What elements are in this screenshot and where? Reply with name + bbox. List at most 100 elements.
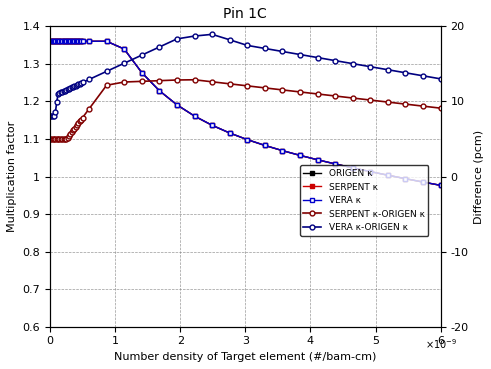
VERA κ-ORIGEN κ: [121, 61, 127, 65]
VERA κ-ORIGEN κ: [297, 52, 303, 57]
ORIGEN κ: [51, 39, 57, 44]
SERPENT κ: [51, 39, 57, 44]
VERA κ: [245, 137, 250, 142]
VERA κ: [50, 39, 55, 44]
ORIGEN κ: [245, 137, 250, 142]
VERA κ: [80, 39, 85, 44]
SERPENT κ: [47, 39, 53, 44]
VERA κ: [60, 39, 66, 44]
VERA κ-ORIGEN κ: [315, 55, 321, 60]
VERA κ-ORIGEN κ: [77, 82, 83, 86]
SERPENT κ-ORIGEN κ: [56, 137, 62, 141]
VERA κ-ORIGEN κ: [65, 87, 71, 92]
ORIGEN κ: [385, 173, 391, 177]
VERA κ: [279, 148, 285, 153]
SERPENT κ: [437, 183, 443, 187]
VERA κ: [385, 173, 391, 177]
SERPENT κ: [56, 39, 62, 44]
VERA κ: [49, 39, 55, 44]
ORIGEN κ: [139, 70, 145, 75]
VERA κ: [227, 131, 233, 135]
VERA κ: [86, 39, 92, 44]
VERA κ: [121, 47, 127, 51]
VERA κ: [157, 89, 163, 93]
SERPENT κ: [279, 148, 285, 153]
ORIGEN κ: [62, 39, 68, 44]
ORIGEN κ: [60, 39, 66, 44]
ORIGEN κ: [67, 39, 73, 44]
VERA κ: [51, 39, 57, 44]
VERA κ-ORIGEN κ: [67, 86, 73, 90]
SERPENT κ-ORIGEN κ: [157, 79, 163, 83]
SERPENT κ: [53, 39, 58, 44]
VERA κ: [62, 39, 68, 44]
ORIGEN κ: [73, 39, 79, 44]
SERPENT κ-ORIGEN κ: [437, 106, 443, 110]
ORIGEN κ: [49, 39, 55, 44]
VERA κ: [262, 143, 268, 148]
SERPENT κ-ORIGEN κ: [191, 77, 197, 82]
VERA κ: [350, 166, 355, 170]
VERA κ-ORIGEN κ: [50, 114, 55, 119]
VERA κ-ORIGEN κ: [56, 91, 62, 95]
VERA κ: [59, 39, 65, 44]
VERA κ: [69, 39, 75, 44]
VERA κ-ORIGEN κ: [209, 32, 215, 37]
VERA κ: [315, 158, 321, 162]
ORIGEN κ: [55, 39, 61, 44]
SERPENT κ-ORIGEN κ: [50, 137, 55, 141]
SERPENT κ-ORIGEN κ: [63, 137, 69, 141]
SERPENT κ: [69, 39, 75, 44]
VERA κ: [58, 39, 64, 44]
VERA κ-ORIGEN κ: [78, 81, 84, 85]
VERA κ: [403, 176, 409, 181]
SERPENT κ: [70, 39, 76, 44]
VERA κ-ORIGEN κ: [72, 84, 78, 89]
SERPENT κ: [58, 39, 64, 44]
VERA κ: [63, 39, 69, 44]
SERPENT κ-ORIGEN κ: [70, 128, 76, 133]
ORIGEN κ: [63, 39, 69, 44]
VERA κ: [191, 114, 197, 118]
SERPENT κ-ORIGEN κ: [59, 137, 65, 141]
SERPENT κ-ORIGEN κ: [58, 137, 64, 141]
ORIGEN κ: [54, 39, 60, 44]
SERPENT κ-ORIGEN κ: [69, 130, 75, 135]
ORIGEN κ: [350, 166, 355, 170]
SERPENT κ: [191, 114, 197, 118]
VERA κ-ORIGEN κ: [54, 100, 60, 104]
ORIGEN κ: [297, 153, 303, 158]
ORIGEN κ: [76, 39, 82, 44]
Line: SERPENT κ: SERPENT κ: [48, 39, 443, 188]
SERPENT κ: [59, 39, 65, 44]
VERA κ-ORIGEN κ: [80, 80, 85, 85]
Line: VERA κ-ORIGEN κ: VERA κ-ORIGEN κ: [48, 32, 443, 119]
ORIGEN κ: [80, 39, 85, 44]
ORIGEN κ: [72, 39, 78, 44]
SERPENT κ: [78, 39, 84, 44]
SERPENT κ: [76, 39, 82, 44]
SERPENT κ-ORIGEN κ: [367, 98, 373, 102]
Line: SERPENT κ-ORIGEN κ: SERPENT κ-ORIGEN κ: [48, 77, 443, 141]
SERPENT κ: [104, 39, 109, 44]
SERPENT κ-ORIGEN κ: [262, 86, 268, 90]
Title: Pin 1C: Pin 1C: [223, 7, 267, 21]
VERA κ: [56, 39, 62, 44]
ORIGEN κ: [227, 131, 233, 135]
SERPENT κ-ORIGEN κ: [65, 135, 71, 140]
ORIGEN κ: [47, 39, 53, 44]
SERPENT κ: [62, 39, 68, 44]
SERPENT κ: [385, 173, 391, 177]
SERPENT κ-ORIGEN κ: [420, 104, 426, 108]
VERA κ-ORIGEN κ: [74, 83, 80, 87]
VERA κ-ORIGEN κ: [332, 58, 338, 63]
VERA κ-ORIGEN κ: [51, 114, 57, 119]
ORIGEN κ: [279, 148, 285, 153]
SERPENT κ-ORIGEN κ: [47, 137, 53, 141]
SERPENT κ-ORIGEN κ: [315, 92, 321, 96]
ORIGEN κ: [69, 39, 75, 44]
SERPENT κ: [403, 176, 409, 181]
SERPENT κ-ORIGEN κ: [49, 137, 55, 141]
SERPENT κ: [157, 89, 163, 93]
VERA κ: [53, 39, 58, 44]
